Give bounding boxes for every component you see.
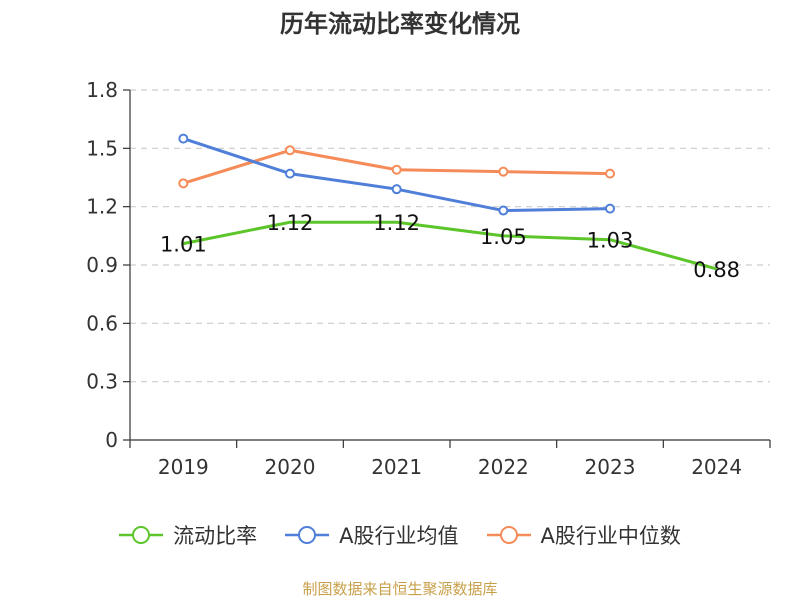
legend-item-industry-mean[interactable]: A股行业均值: [285, 520, 459, 550]
y-tick-label: 1.2: [86, 195, 118, 219]
legend-marker-industry-median: [486, 526, 531, 544]
data-label: 0.88: [693, 258, 740, 282]
x-tick-label: 2022: [478, 455, 529, 479]
legend: 流动比率 A股行业均值 A股行业中位数: [0, 520, 800, 550]
data-point: [178, 178, 189, 189]
data-label: 1.01: [160, 233, 207, 257]
source-footer: 制图数据来自恒生聚源数据库: [302, 580, 498, 598]
x-tick-label: 2023: [585, 455, 636, 479]
data-label: 1.05: [480, 225, 527, 249]
legend-marker-current-ratio: [119, 526, 164, 544]
data-point: [178, 133, 189, 144]
x-tick-label: 2024: [691, 455, 742, 479]
data-label: 1.12: [373, 211, 420, 235]
y-tick-label: 0.3: [86, 370, 118, 394]
series-line-0: [183, 220, 718, 271]
y-tick-label: 0: [105, 428, 118, 452]
data-point: [391, 164, 402, 175]
x-tick-label: 2021: [371, 455, 422, 479]
y-tick-label: 0.9: [86, 253, 118, 277]
legend-label-industry-mean: A股行业均值: [339, 524, 459, 548]
data-label: 1.12: [267, 211, 314, 235]
legend-label-current-ratio: 流动比率: [173, 524, 258, 548]
data-point: [498, 205, 509, 216]
y-tick-label: 0.6: [86, 311, 118, 335]
x-tick-label: 2020: [265, 455, 316, 479]
x-tick-label: 2019: [158, 455, 209, 479]
data-label: 1.03: [587, 229, 634, 253]
data-point: [498, 166, 509, 177]
legend-label-industry-median: A股行业中位数: [540, 524, 681, 548]
data-point: [285, 168, 295, 179]
data-point: [285, 145, 295, 156]
data-point: [391, 184, 402, 195]
chart-title: 历年流动比率变化情况: [280, 10, 520, 38]
data-point: [605, 168, 615, 179]
legend-marker-industry-mean: [285, 526, 330, 544]
legend-item-industry-median[interactable]: A股行业中位数: [486, 520, 681, 550]
legend-item-current-ratio[interactable]: 流动比率: [119, 520, 257, 550]
data-point: [605, 203, 615, 214]
y-tick-label: 1.5: [86, 136, 118, 160]
y-tick-label: 1.8: [86, 78, 118, 102]
